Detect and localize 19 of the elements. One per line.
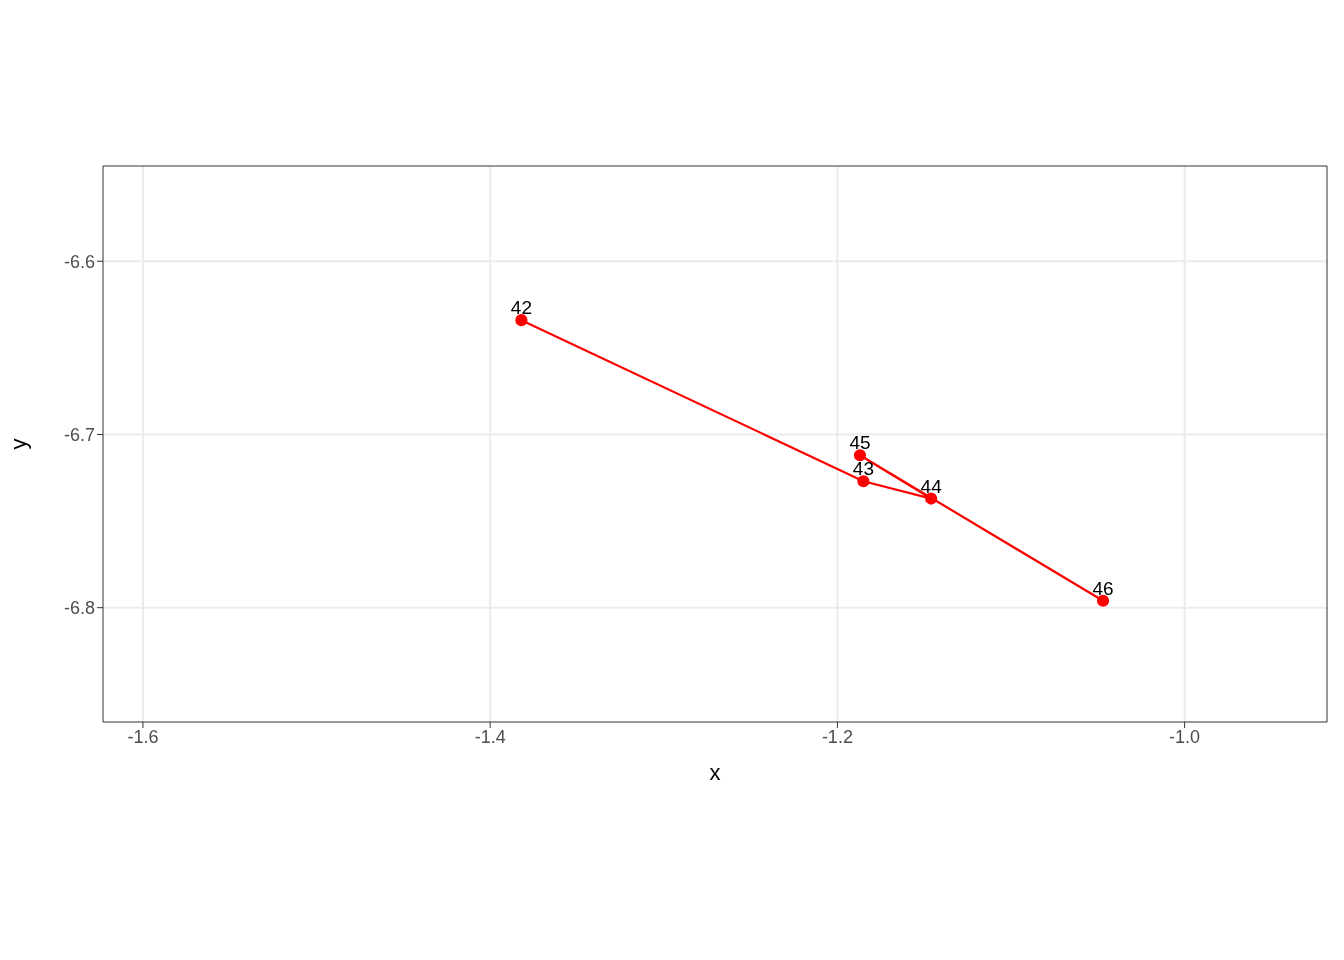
annotation: 45	[849, 432, 871, 454]
x-tick-label: -1.0	[1169, 726, 1201, 747]
y-axis-title: y	[5, 438, 31, 450]
point	[857, 475, 870, 488]
point	[853, 449, 867, 462]
point	[515, 314, 528, 327]
x-axis-title: x	[709, 760, 721, 785]
y-tick-label: -6.7	[63, 424, 95, 445]
point	[925, 492, 938, 505]
annotation: 44	[920, 475, 943, 497]
y-tick-label: -6.8	[63, 598, 95, 619]
x-tick-label: -1.6	[127, 726, 159, 747]
annotation: 43	[852, 458, 875, 480]
x-tick-label: -1.2	[821, 726, 853, 747]
point	[1096, 594, 1110, 607]
annotation: 46	[1092, 577, 1114, 599]
annotation: 42	[510, 297, 532, 319]
y-tick-label: -6.6	[63, 251, 95, 272]
x-tick-label: -1.4	[474, 726, 506, 747]
